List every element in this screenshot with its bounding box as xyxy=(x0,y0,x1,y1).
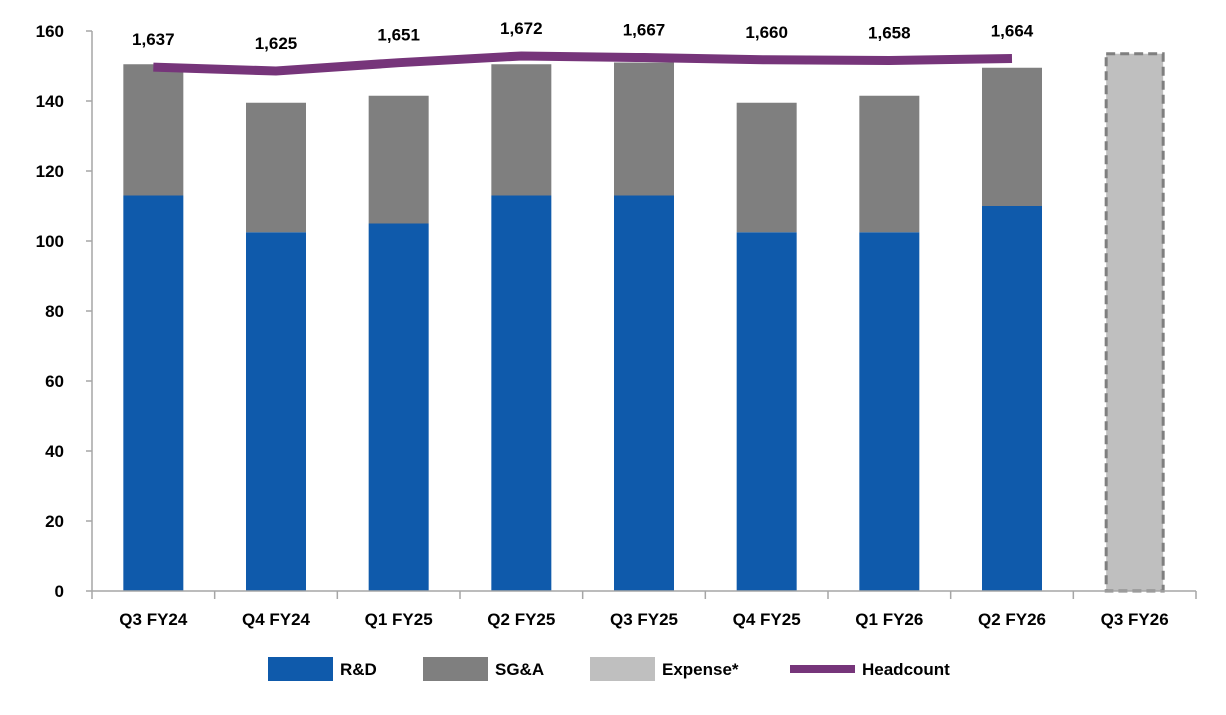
bar-sga xyxy=(614,62,674,196)
y-tick-label: 0 xyxy=(55,582,64,601)
x-tick-label: Q3 FY24 xyxy=(119,610,188,629)
legend-label: R&D xyxy=(340,660,377,679)
legend-label: Headcount xyxy=(862,660,950,679)
headcount-data-label: 1,667 xyxy=(623,21,666,40)
x-tick-label: Q3 FY25 xyxy=(610,610,678,629)
legend-swatch-headcount xyxy=(790,665,855,673)
y-tick-label: 60 xyxy=(45,372,64,391)
x-tick-label: Q1 FY25 xyxy=(365,610,433,629)
legend: R&D SG&A Expense* Headcount xyxy=(268,657,950,681)
legend-swatch-rd xyxy=(268,657,333,681)
bar-sga xyxy=(123,64,184,196)
headcount-data-label: 1,625 xyxy=(255,34,298,53)
legend-swatch-expense xyxy=(590,657,655,681)
bar-rd xyxy=(736,232,797,591)
bar-rd xyxy=(614,195,674,591)
bar-sga xyxy=(982,67,1042,206)
x-tick-label: Q4 FY25 xyxy=(733,610,801,629)
y-tick-label: 40 xyxy=(45,442,64,461)
bar-sga xyxy=(859,95,920,233)
bar-rd xyxy=(859,232,920,591)
y-axis: 0 20 40 60 80 100 120 140 160 xyxy=(36,22,93,601)
bar-rd xyxy=(246,232,306,591)
bar-rd xyxy=(491,195,552,591)
headcount-line-group: 1,637 1,625 1,651 1,672 1,667 1,660 1,658 1,664 xyxy=(132,19,1034,76)
headcount-data-label: 1,651 xyxy=(377,26,420,45)
x-tick-label: Q1 FY26 xyxy=(855,610,923,629)
legend-swatch-sga xyxy=(423,657,488,681)
headcount-data-label: 1,660 xyxy=(745,23,788,42)
y-tick-label: 160 xyxy=(36,22,64,41)
headcount-data-label: 1,672 xyxy=(500,19,543,38)
bars xyxy=(123,52,1165,593)
y-tick-label: 80 xyxy=(45,302,64,321)
legend-label: SG&A xyxy=(495,660,544,679)
legend-label: Expense* xyxy=(662,660,739,679)
y-tick-label: 120 xyxy=(36,162,64,181)
bar-rd xyxy=(123,195,184,591)
x-tick-label: Q4 FY24 xyxy=(242,610,311,629)
bar-rd xyxy=(368,223,429,591)
bar-sga xyxy=(246,102,306,233)
headcount-data-label: 1,637 xyxy=(132,30,175,49)
x-tick-label: Q2 FY25 xyxy=(487,610,555,629)
bar-sga xyxy=(491,64,552,196)
x-axis: Q3 FY24 Q4 FY24 Q1 FY25 Q2 FY25 Q3 FY25 Q4 FY… xyxy=(91,590,1197,629)
y-tick-label: 100 xyxy=(36,232,64,251)
bar-sga xyxy=(368,95,429,224)
headcount-data-label: 1,658 xyxy=(868,23,911,42)
bar-sga xyxy=(736,102,797,233)
y-tick-label: 140 xyxy=(36,92,64,111)
x-tick-label: Q3 FY26 xyxy=(1101,610,1169,629)
bar-rd xyxy=(982,206,1042,591)
headcount-data-label: 1,664 xyxy=(991,22,1034,41)
y-tick-label: 20 xyxy=(45,512,64,531)
bar-expense xyxy=(1104,52,1165,593)
x-tick-label: Q2 FY26 xyxy=(978,610,1046,629)
headcount-line xyxy=(153,51,1013,76)
